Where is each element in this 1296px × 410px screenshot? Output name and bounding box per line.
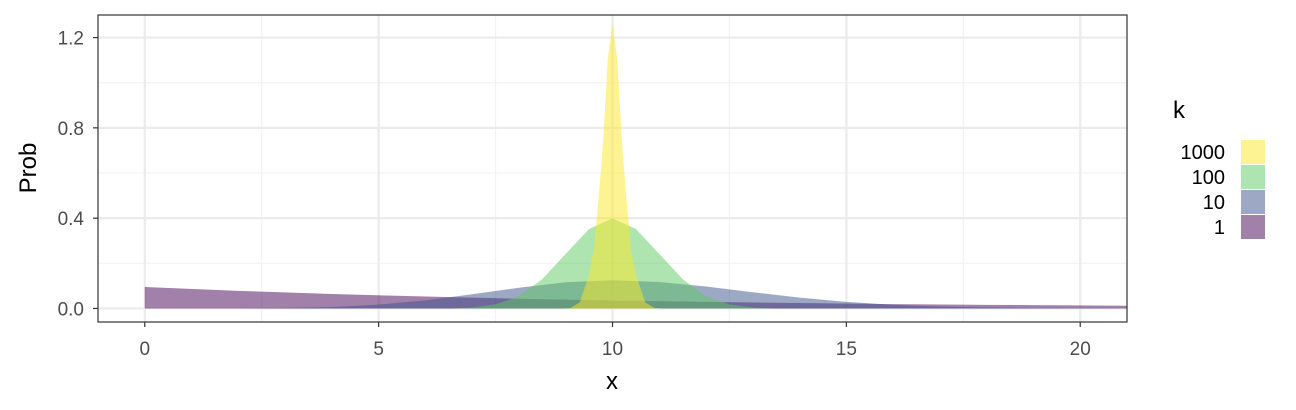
- legend: k 1000 100 10 1: [1173, 97, 1265, 239]
- area-series-k-1: [144, 287, 1128, 309]
- tick-layer: 0 5 10 15 20 0.0 0.4 0.8 1.2: [58, 29, 1091, 360]
- x-tick-label: 15: [836, 339, 857, 360]
- legend-label-k-1000: 1000: [1181, 142, 1226, 164]
- area-series-k-1000: [561, 24, 664, 309]
- y-tick-label: 0.8: [58, 119, 84, 140]
- legend-key-k-1: [1241, 215, 1265, 239]
- legend-key-k-1000: [1241, 140, 1265, 164]
- y-tick-label: 0.0: [58, 299, 84, 320]
- y-axis-title: Prob: [15, 143, 42, 194]
- legend-items: 1000 100 10 1: [1181, 140, 1265, 239]
- y-tick-label: 0.4: [58, 209, 85, 230]
- x-axis-title: x: [606, 368, 618, 395]
- legend-label-k-100: 100: [1192, 167, 1225, 189]
- legend-key-k-100: [1241, 165, 1265, 189]
- x-tick-label: 0: [139, 339, 150, 360]
- x-tick-label: 10: [602, 339, 623, 360]
- legend-title: k: [1173, 97, 1186, 124]
- legend-key-k-10: [1241, 190, 1265, 214]
- legend-label-k-1: 1: [1214, 217, 1225, 239]
- y-tick-label: 1.2: [58, 29, 84, 50]
- series-layer: [144, 24, 1128, 309]
- x-tick-label: 5: [373, 339, 384, 360]
- legend-label-k-10: 10: [1203, 192, 1225, 214]
- x-tick-label: 20: [1070, 339, 1091, 360]
